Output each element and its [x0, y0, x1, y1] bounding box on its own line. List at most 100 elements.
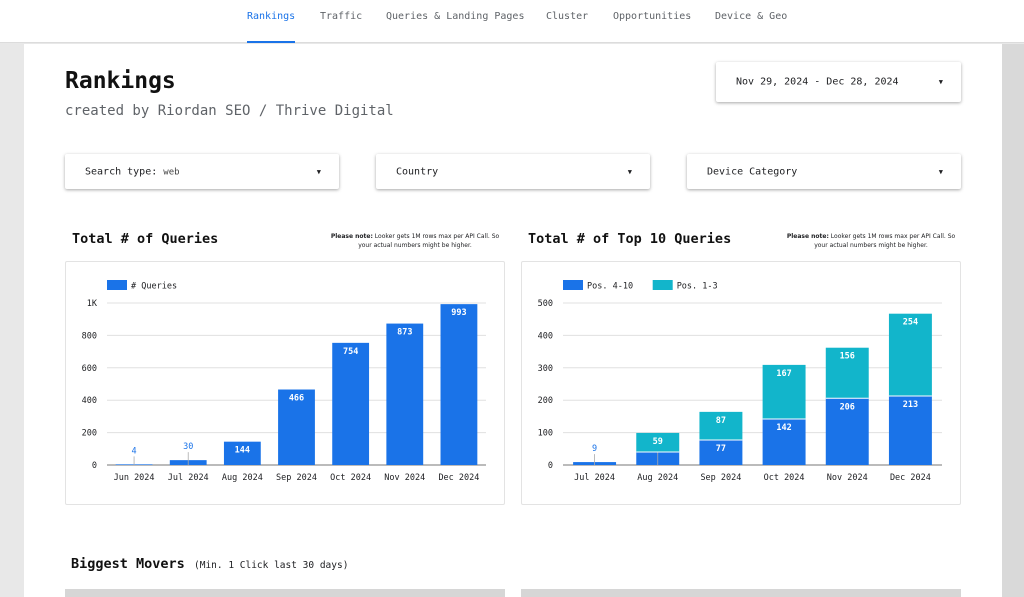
y-tick-label: 400	[538, 331, 553, 341]
bar	[825, 398, 869, 465]
x-tick-label: Nov 2024	[384, 473, 425, 483]
y-tick-label: 800	[82, 331, 97, 341]
tab-queries-landing-pages[interactable]: Queries & Landing Pages	[386, 11, 524, 43]
tab-traffic[interactable]: Traffic	[320, 11, 362, 43]
filter-label: Country	[396, 166, 439, 177]
tab-label: Device & Geo	[715, 11, 788, 22]
movers-table-header	[65, 589, 505, 597]
data-label: 167	[776, 369, 791, 379]
data-label: 142	[776, 423, 791, 433]
data-label: 87	[716, 416, 726, 426]
filter-label: Search type:	[85, 166, 158, 177]
bar	[762, 364, 806, 419]
device-category-filter[interactable]: Device Category ▼	[687, 154, 961, 189]
note-text: Looker gets 1M rows max per API Call. So…	[358, 233, 500, 249]
filter-label: Device Category	[707, 166, 798, 177]
movers-table-header	[521, 589, 961, 597]
page-title: Rankings	[65, 68, 176, 94]
x-tick-label: Dec 2024	[438, 473, 479, 483]
data-label: 206	[840, 402, 855, 412]
data-label: 77	[716, 444, 726, 454]
tab-cluster[interactable]: Cluster	[546, 11, 588, 43]
movers-subtitle: (Min. 1 Click last 30 days)	[194, 560, 349, 571]
row-limit-note: Please note: Looker gets 1M rows max per…	[330, 232, 500, 250]
x-tick-label: Sep 2024	[700, 473, 741, 483]
bar	[223, 441, 261, 465]
tab-label: Rankings	[247, 11, 296, 22]
legend-swatch	[652, 280, 673, 290]
chevron-down-icon: ▼	[938, 78, 943, 86]
x-tick-label: Nov 2024	[827, 473, 868, 483]
note-bold: Please note:	[330, 233, 373, 240]
x-tick-label: Oct 2024	[764, 473, 805, 483]
top10-chart-card: Pos. 4-10 Pos. 1-3 0 100 200 300 400 500 Jul 202…	[521, 261, 961, 505]
x-tick-label: Oct 2024	[330, 473, 371, 483]
bar	[825, 347, 869, 399]
y-tick-label: 0	[92, 461, 97, 471]
legend-swatch	[563, 280, 583, 290]
date-range-picker[interactable]: Nov 29, 2024 - Dec 28, 2024 ▼	[716, 62, 961, 102]
queries-chart-title: Total # of Queries	[72, 231, 219, 247]
bar	[278, 389, 315, 465]
tab-label: Traffic	[320, 11, 363, 22]
country-filter[interactable]: Country ▼	[376, 154, 650, 189]
tab-device-geo[interactable]: Device & Geo	[715, 11, 787, 43]
data-label: 4	[132, 446, 137, 456]
legend-label: Pos. 4-10	[587, 282, 633, 292]
data-label: 144	[235, 446, 250, 456]
note-text: Looker gets 1M rows max per API Call. So…	[814, 233, 956, 249]
bar	[888, 395, 932, 465]
top-nav: Rankings Traffic Queries & Landing Pages…	[0, 0, 1024, 43]
chevron-down-icon: ▼	[938, 167, 943, 176]
legend-swatch	[107, 280, 127, 290]
chevron-down-icon: ▼	[316, 167, 321, 176]
x-tick-label: Dec 2024	[890, 473, 931, 483]
tab-label: Opportunities	[613, 11, 692, 22]
x-tick-label: Aug 2024	[222, 473, 263, 483]
bar	[762, 418, 806, 465]
tab-rankings[interactable]: Rankings	[247, 11, 296, 43]
data-label: 30	[183, 442, 193, 452]
data-label: 156	[840, 352, 855, 362]
bar	[440, 304, 478, 465]
y-tick-label: 200	[538, 396, 553, 406]
data-label: 9	[592, 444, 597, 454]
page-subtitle: created by Riordan SEO / Thrive Digital	[65, 103, 394, 119]
tab-opportunities[interactable]: Opportunities	[613, 11, 691, 43]
data-label: 59	[653, 437, 663, 447]
legend-label: Pos. 1-3	[677, 282, 718, 292]
active-tab-indicator	[247, 41, 296, 43]
y-tick-label: 600	[82, 364, 97, 374]
bar	[386, 323, 424, 465]
x-tick-label: Jun 2024	[114, 473, 155, 483]
x-tick-label: Jul 2024	[168, 473, 209, 483]
tab-label: Cluster	[546, 11, 589, 22]
note-bold: Please note:	[786, 233, 829, 240]
top10-chart-title: Total # of Top 10 Queries	[528, 231, 732, 247]
y-tick-label: 100	[538, 429, 553, 439]
y-tick-label: 200	[82, 429, 97, 439]
date-range-value: Nov 29, 2024 - Dec 28, 2024	[736, 76, 899, 88]
data-label: 754	[343, 347, 358, 357]
chevron-down-icon: ▼	[627, 167, 632, 176]
search-type-filter[interactable]: Search type: web ▼	[65, 154, 339, 189]
filter-value: web	[163, 167, 180, 177]
data-label: 873	[397, 328, 412, 338]
data-label: 213	[903, 400, 918, 410]
y-tick-label: 300	[538, 364, 553, 374]
y-tick-label: 1K	[87, 299, 98, 309]
bar	[332, 342, 370, 465]
data-label: 466	[289, 394, 304, 404]
top10-stacked-bar-chart: Pos. 4-10 Pos. 1-3 0 100 200 300 400 500 Jul 202…	[538, 280, 942, 483]
queries-bar-chart: # Queries 0 200 400 600 800 1K Jun 2024 4 Jul 202…	[82, 280, 486, 483]
tab-label: Queries & Landing Pages	[386, 11, 525, 22]
legend-label: # Queries	[131, 282, 177, 292]
row-limit-note: Please note: Looker gets 1M rows max per…	[786, 232, 956, 250]
x-tick-label: Sep 2024	[276, 473, 317, 483]
movers-title: Biggest Movers	[71, 556, 185, 572]
bar	[636, 432, 680, 453]
bar	[699, 440, 743, 465]
queries-chart-card: # Queries 0 200 400 600 800 1K Jun 2024 4 Jul 202…	[65, 261, 505, 505]
x-tick-label: Aug 2024	[637, 473, 678, 483]
y-tick-label: 0	[548, 461, 553, 471]
